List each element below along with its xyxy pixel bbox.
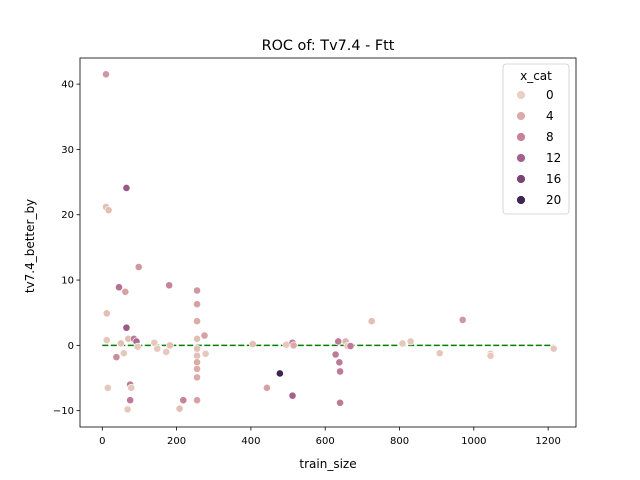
data-point <box>102 336 111 345</box>
data-point <box>102 70 110 79</box>
legend-label: 16 <box>546 172 561 186</box>
data-point <box>103 383 112 392</box>
data-point <box>126 396 135 405</box>
data-point <box>119 349 128 358</box>
y-tick-label: 30 <box>61 145 74 156</box>
data-point <box>200 331 209 340</box>
legend-marker <box>516 132 526 142</box>
data-point <box>127 383 136 392</box>
data-point <box>175 404 184 413</box>
legend-label: 8 <box>546 130 554 144</box>
y-axis-label: tv7.4_better_by <box>23 199 37 293</box>
data-point <box>193 373 201 382</box>
data-point <box>166 341 174 350</box>
chart-title: ROC of: Tv7.4 - Ftt <box>262 38 395 54</box>
data-point <box>179 396 188 405</box>
legend-marker <box>516 195 526 205</box>
data-point <box>458 315 467 324</box>
legend-box <box>502 63 570 215</box>
legend-label: 4 <box>546 109 554 123</box>
data-point <box>288 391 297 400</box>
data-point <box>435 349 444 358</box>
y-tick-label: 0 <box>68 341 74 352</box>
data-point <box>193 317 201 326</box>
data-point <box>193 358 201 367</box>
data-point <box>193 396 201 405</box>
x-tick-label: 1000 <box>461 436 486 447</box>
data-point <box>248 340 257 348</box>
data-point <box>346 342 355 350</box>
legend-label: 12 <box>546 151 561 165</box>
legend: x_cat 0 4 8 12 16 20 <box>502 63 570 215</box>
x-tick-label: 1200 <box>535 436 560 447</box>
legend-marker <box>516 111 526 121</box>
data-point <box>334 337 343 346</box>
x-tick-label: 800 <box>390 436 409 447</box>
data-point <box>193 286 201 295</box>
data-point <box>406 337 415 346</box>
data-point <box>549 344 558 353</box>
data-point <box>275 369 284 378</box>
y-tick-label: 10 <box>61 276 74 287</box>
legend-marker <box>516 153 526 163</box>
data-point <box>193 351 201 360</box>
data-point <box>201 349 210 358</box>
data-point <box>193 334 201 343</box>
legend-label: 20 <box>546 193 561 207</box>
legend-title: x_cat <box>520 69 552 83</box>
data-point <box>336 398 344 407</box>
data-point <box>262 383 271 392</box>
x-axis-label: train_size <box>299 457 356 471</box>
data-point <box>162 347 171 356</box>
data-point <box>104 206 113 215</box>
data-point <box>289 341 298 350</box>
y-tick-label: −10 <box>53 406 74 417</box>
data-point <box>122 184 131 192</box>
legend-marker <box>516 174 526 184</box>
data-point <box>336 367 344 376</box>
data-point <box>165 281 174 290</box>
data-point <box>102 309 111 318</box>
data-point <box>486 351 495 360</box>
data-point <box>122 323 131 332</box>
y-tick-label: 20 <box>61 210 74 221</box>
data-point <box>123 405 132 414</box>
x-tick-label: 0 <box>99 436 105 447</box>
legend-label: 0 <box>546 88 554 102</box>
data-point <box>121 287 130 296</box>
data-point <box>115 283 123 292</box>
data-point <box>367 317 376 326</box>
y-tick-label: 40 <box>61 80 74 91</box>
x-tick-label: 400 <box>241 436 260 447</box>
data-point <box>398 339 407 348</box>
x-tick-label: 200 <box>167 436 186 447</box>
data-point <box>112 353 121 362</box>
data-point <box>193 364 201 373</box>
axes-frame <box>79 57 577 428</box>
data-point <box>335 358 344 367</box>
legend-marker <box>516 90 526 100</box>
data-point <box>116 339 125 348</box>
x-tick-label: 600 <box>316 436 335 447</box>
data-point <box>331 350 340 359</box>
data-point <box>153 344 162 353</box>
data-point <box>133 342 142 351</box>
data-point <box>193 300 201 309</box>
data-point <box>193 344 201 353</box>
data-point <box>134 263 143 271</box>
